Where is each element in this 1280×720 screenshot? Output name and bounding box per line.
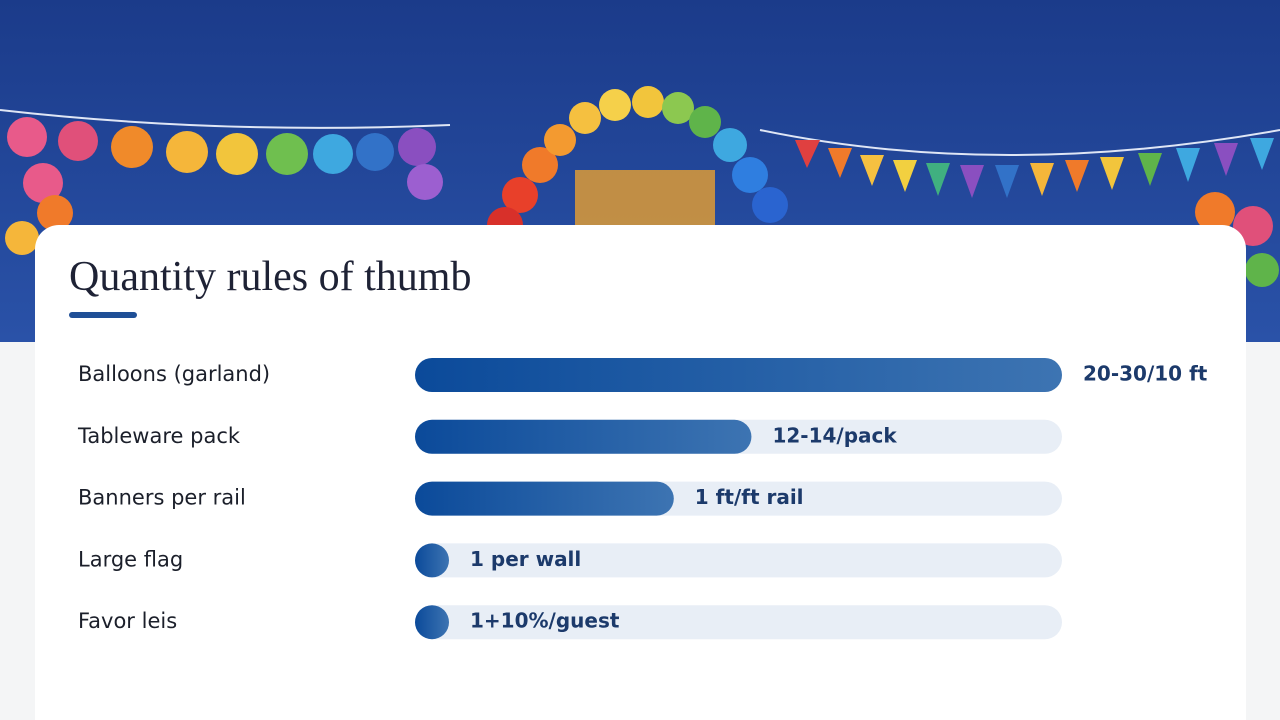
bar-track (415, 605, 1062, 640)
pennants (795, 138, 1274, 198)
value-label: 1 per wall (470, 547, 581, 571)
value-label: 1 ft/ft rail (695, 485, 804, 509)
balloon-arch (487, 86, 788, 243)
card-title: Quantity rules of thumb (69, 254, 471, 300)
bar-rows: Balloons (garland) 20-30/10 ft Tableware p… (77, 358, 1208, 640)
bar (415, 605, 449, 640)
bar (415, 543, 449, 578)
title-underline (69, 312, 137, 318)
category-label: Balloons (garland) (78, 362, 270, 386)
category-label: Tableware pack (77, 424, 241, 448)
category-label: Large flag (78, 547, 183, 571)
card (35, 225, 1246, 720)
category-label: Favor leis (78, 609, 177, 633)
value-label: 12-14/pack (772, 423, 897, 447)
bar (415, 481, 674, 516)
bar (415, 419, 752, 454)
bar (415, 358, 1062, 392)
bar-track (415, 543, 1062, 578)
value-label: 1+10%/guest (470, 609, 620, 633)
value-label: 20-30/10 ft (1083, 362, 1208, 386)
category-label: Banners per rail (78, 486, 246, 510)
lanterns (7, 117, 443, 200)
